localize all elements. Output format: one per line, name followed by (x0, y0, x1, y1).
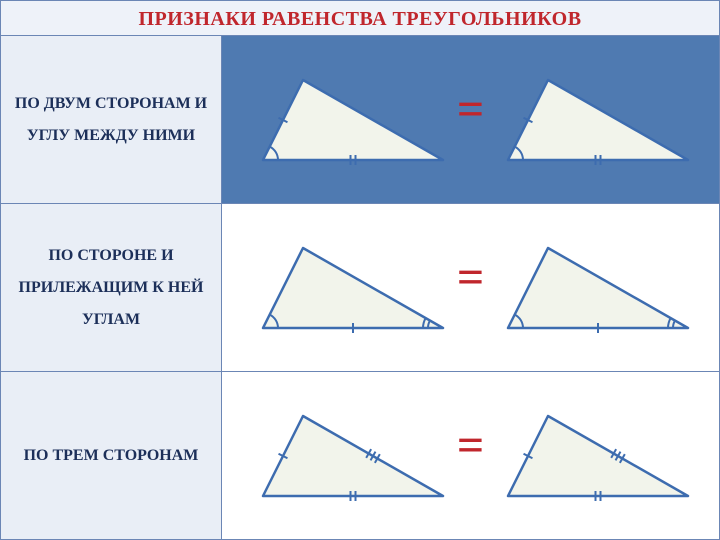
criterion-label: ПО ТРЕМ СТОРОНАМ (0, 372, 222, 540)
equals-sign: = (457, 254, 484, 302)
triangle (488, 60, 698, 180)
triangle (488, 396, 698, 516)
criterion-row-sas: ПО ДВУМ СТОРОНАМ И УГЛУ МЕЖДУ НИМИ = (0, 36, 720, 204)
criterion-row-sss: ПО ТРЕМ СТОРОНАМ = (0, 372, 720, 540)
equals-sign: = (457, 422, 484, 470)
page-title: ПРИЗНАКИ РАВЕНСТВА ТРЕУГОЛЬНИКОВ (0, 0, 720, 36)
criterion-row-asa: ПО СТОРОНЕ И ПРИЛЕЖАЩИМ К НЕЙ УГЛАМ = (0, 204, 720, 372)
criterion-label: ПО СТОРОНЕ И ПРИЛЕЖАЩИМ К НЕЙ УГЛАМ (0, 204, 222, 372)
criterion-label: ПО ДВУМ СТОРОНАМ И УГЛУ МЕЖДУ НИМИ (0, 36, 222, 204)
equals-sign: = (457, 86, 484, 134)
triangle (243, 60, 453, 180)
criterion-diagram: = (222, 204, 720, 372)
criterion-diagram: = (222, 372, 720, 540)
triangle (488, 228, 698, 348)
criterion-diagram: = (222, 36, 720, 204)
triangle (243, 228, 453, 348)
triangle (243, 396, 453, 516)
